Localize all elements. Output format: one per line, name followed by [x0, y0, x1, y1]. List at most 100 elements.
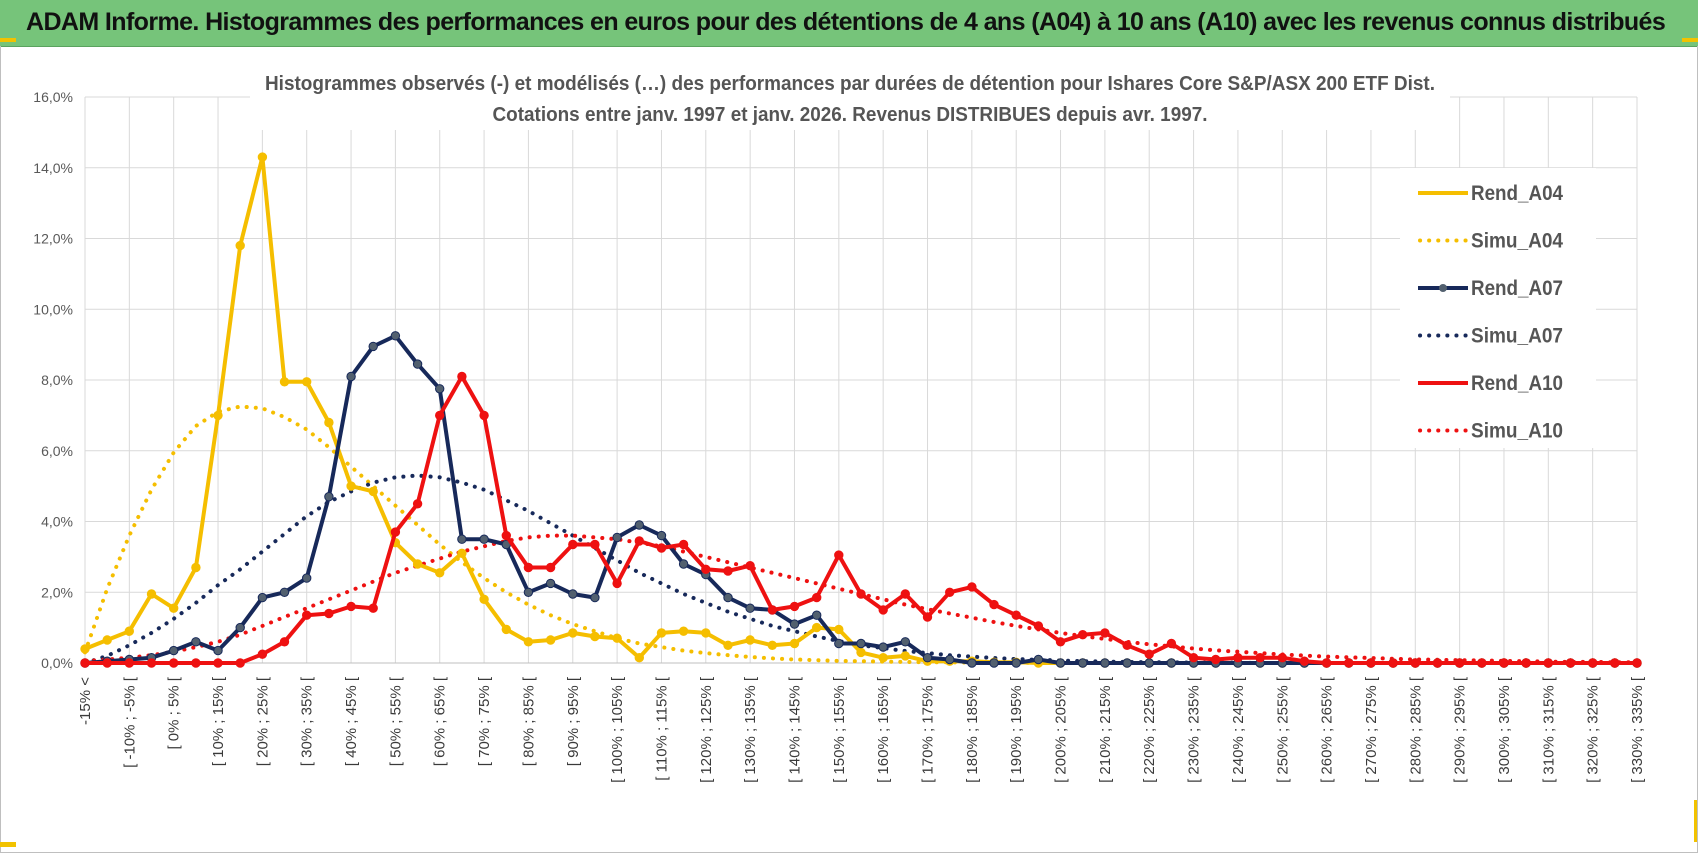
x-tick-label: [ 150% ; 155% [ — [831, 676, 848, 783]
data-point — [1632, 658, 1642, 668]
data-point — [279, 587, 290, 597]
data-point — [701, 564, 711, 574]
data-point — [878, 653, 888, 663]
x-tick-label: [ 320% ; 325% [ — [1585, 676, 1602, 783]
data-point — [922, 612, 933, 622]
data-point — [967, 582, 977, 592]
data-point — [856, 647, 866, 658]
data-point — [1277, 653, 1288, 663]
data-point — [257, 152, 268, 162]
data-point — [900, 637, 910, 647]
x-tick-label: [ 330% ; 335% [ — [1629, 676, 1646, 783]
data-point — [1144, 658, 1154, 668]
title-background — [250, 60, 1450, 130]
x-tick-label: [ 240% ; 245% [ — [1230, 676, 1247, 783]
data-point — [479, 410, 489, 421]
data-point — [789, 619, 800, 629]
x-tick-label: [ 280% ; 285% [ — [1407, 676, 1424, 783]
y-tick-label: 14,0% — [33, 160, 73, 176]
x-tick-label: [ 160% ; 165% [ — [875, 676, 892, 783]
x-tick-label: [ 140% ; 145% [ — [786, 676, 803, 783]
legend-item: Simu_A10 — [1418, 420, 1563, 443]
data-point — [634, 520, 644, 530]
chart-title: Histogrammes observés (-) et modélisés (… — [265, 73, 1435, 95]
data-point — [1588, 658, 1598, 668]
x-tick-label: [ 300% ; 305% [ — [1496, 676, 1513, 783]
data-point — [501, 624, 511, 635]
data-point — [1033, 654, 1044, 665]
x-tick-label: [ 290% ; 295% [ — [1452, 676, 1469, 783]
data-point — [390, 527, 401, 537]
x-tick-label: [ 200% ; 205% [ — [1053, 676, 1070, 783]
data-point — [169, 645, 179, 656]
x-tick-label: [ 310% ; 315% [ — [1540, 676, 1557, 783]
data-point — [102, 635, 112, 645]
data-point — [213, 410, 223, 421]
x-tick-label: [ 270% ; 275% [ — [1363, 676, 1380, 783]
x-tick-label: [ 190% ; 195% [ — [1008, 676, 1025, 783]
x-axis: -15% < [ -10% ; -5% [[ 0% ; 5% [[ 10% ; 1… — [77, 662, 1646, 783]
data-point — [767, 605, 777, 615]
y-tick-label: 0,0% — [41, 655, 73, 671]
data-point — [501, 530, 511, 541]
data-point — [257, 649, 268, 659]
x-tick-label: [ 100% ; 105% [ — [609, 676, 626, 783]
x-tick-label: [ 180% ; 185% [ — [964, 676, 981, 783]
data-point — [213, 645, 223, 656]
data-point — [1499, 658, 1509, 668]
data-point — [146, 658, 157, 668]
data-point — [856, 638, 866, 649]
x-tick-label: [ 220% ; 225% [ — [1141, 676, 1158, 783]
x-tick-label: [ 60% ; 65% [ — [432, 676, 449, 766]
data-point — [435, 384, 445, 394]
report-banner: ADAM Informe. Histogrammes des performan… — [0, 0, 1698, 47]
x-tick-label: [ 40% ; 45% [ — [343, 676, 360, 766]
y-tick-label: 2,0% — [41, 584, 73, 600]
data-point — [568, 589, 578, 599]
data-point — [523, 587, 534, 597]
data-point — [479, 594, 489, 604]
data-point — [1610, 658, 1620, 668]
y-tick-label: 12,0% — [33, 231, 73, 247]
data-point — [656, 530, 667, 541]
data-point — [412, 559, 423, 569]
data-point — [1144, 649, 1154, 659]
data-point — [945, 654, 955, 665]
data-point — [1543, 658, 1554, 668]
data-point — [346, 481, 356, 491]
data-point — [1122, 640, 1132, 650]
data-point — [656, 543, 667, 553]
data-point — [634, 653, 644, 663]
data-point — [523, 562, 534, 573]
legend-marker — [1439, 284, 1447, 292]
data-point — [457, 534, 467, 544]
x-tick-label: [ 0% ; 5% [ — [166, 676, 183, 749]
x-tick-label: [ 50% ; 55% [ — [387, 676, 404, 766]
data-point — [678, 539, 689, 550]
data-point — [191, 562, 201, 573]
data-point — [191, 637, 201, 647]
data-point — [368, 603, 378, 613]
legend-item: Rend_A07 — [1418, 277, 1563, 300]
data-point — [457, 548, 467, 558]
data-point — [390, 331, 401, 341]
legend-label: Rend_A04 — [1471, 182, 1563, 205]
x-tick-label: [ 230% ; 235% [ — [1186, 676, 1203, 783]
plot-area — [80, 152, 1642, 668]
corner-mark-top-right — [1682, 38, 1698, 42]
data-point — [412, 359, 423, 369]
data-point — [279, 637, 290, 647]
y-axis: 0,0% 2,0% 4,0% 6,0% 8,0% 10,0% 12,0% 14,0% 16,0% — [33, 89, 73, 671]
data-point — [479, 534, 489, 544]
legend-label: Rend_A07 — [1471, 277, 1563, 300]
data-point — [590, 631, 600, 642]
data-point — [191, 658, 201, 668]
data-point — [834, 624, 844, 635]
data-point — [1321, 658, 1332, 668]
data-point — [1166, 638, 1177, 649]
data-point — [745, 561, 755, 571]
data-point — [1477, 658, 1487, 668]
data-point — [435, 568, 445, 578]
data-point — [80, 644, 90, 654]
legend-item: Rend_A04 — [1418, 182, 1563, 205]
